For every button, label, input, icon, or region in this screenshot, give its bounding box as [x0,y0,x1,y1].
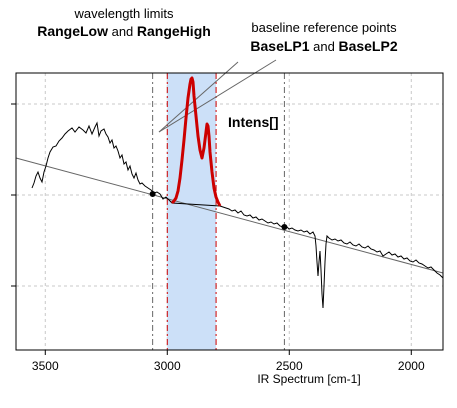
spectrum-line [31,121,444,309]
x-tick-label: 2500 [276,359,303,373]
annotation-pointer-baseline [158,59,277,133]
range-and-label: and [107,24,137,39]
plot-frame [15,72,444,351]
range-names: RangeLow and RangeHigh [37,23,211,39]
base-lp1-point [149,191,156,197]
x-tick-label: 2000 [398,359,425,373]
wavelength-limits-label: wavelength limits [74,6,174,21]
baseline-caption: baseline reference points [251,20,396,35]
base-lp2-point [281,224,288,230]
intens-caption: Intens[] [228,114,279,130]
range-low-label: RangeLow [37,23,108,39]
wavelength-limits-caption: wavelength limits [75,6,174,21]
baseline-line [15,157,444,274]
baseline-reference-label: baseline reference points [251,20,397,35]
baseline-names: BaseLP1 and BaseLP2 [250,38,397,54]
x-axis-label: IR Spectrum [cm-1] [257,372,360,386]
base-lp1-label: BaseLP1 [250,38,310,54]
base-lp2-label: BaseLP2 [338,38,398,54]
annotation-pointer-wavelength [158,61,239,133]
range-band [167,73,217,350]
range-high-label: RangeHigh [136,23,211,39]
x-axis-ticks: 3500 3000 2500 2000 [32,350,425,373]
intens-label: Intens[] [228,114,279,130]
baseline-and-label: and [309,39,339,54]
y-ticks [11,103,16,287]
x-tick-label: 3000 [154,359,181,373]
intens-peak-line [170,76,222,207]
marker-lines [152,73,285,350]
x-tick-label: 3500 [32,359,59,373]
